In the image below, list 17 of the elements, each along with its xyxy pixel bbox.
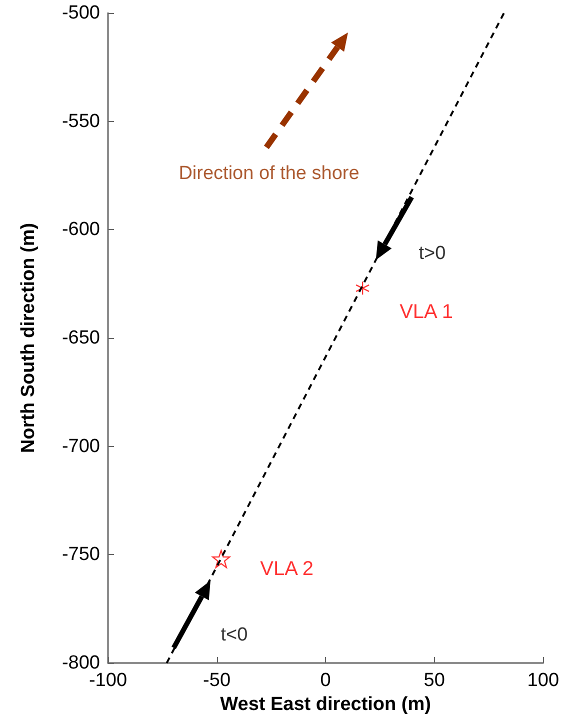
y-tick-label: -750 — [62, 544, 100, 566]
y-tick-label: -600 — [62, 219, 100, 240]
x-tick-label: 50 — [424, 670, 445, 691]
x-tick-label: 100 — [527, 670, 559, 691]
y-tick-label: -550 — [62, 110, 100, 132]
y-tick-label: -500 — [62, 2, 100, 24]
x-tick-label: -50 — [203, 670, 231, 691]
annotation: Direction of the shore — [178, 162, 360, 184]
series-label: VLA 2 — [260, 558, 314, 580]
y-axis-title: North South direction (m) — [18, 222, 39, 454]
x-axis-title: West East direction (m) — [220, 694, 431, 715]
series-label: VLA 1 — [400, 301, 453, 324]
annotation: t<0 — [220, 624, 248, 646]
y-tick-label: -700 — [62, 436, 100, 457]
annotation: t>0 — [418, 243, 446, 264]
x-tick-label: 0 — [320, 670, 331, 691]
y-tick-label: -650 — [62, 328, 100, 348]
